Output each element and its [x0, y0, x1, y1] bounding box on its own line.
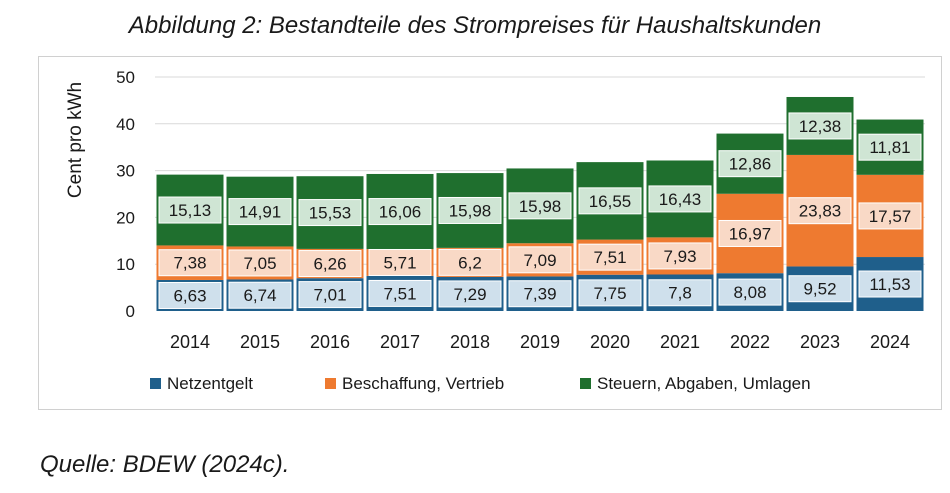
data-label-box [648, 185, 712, 213]
y-tick-label: 10 [116, 255, 135, 274]
data-label-box [508, 246, 572, 274]
y-tick-label: 0 [126, 302, 135, 321]
data-label: 12,38 [799, 117, 842, 136]
data-label-box [158, 281, 222, 309]
data-label: 16,97 [729, 224, 772, 243]
data-label-box [718, 219, 782, 247]
data-label-box [508, 280, 572, 308]
y-tick-label: 50 [116, 68, 135, 87]
data-label: 15,13 [169, 201, 212, 220]
data-label-box [228, 198, 292, 226]
data-label-box [858, 270, 922, 298]
data-label: 7,8 [668, 284, 692, 303]
data-label: 14,91 [239, 203, 282, 222]
x-tick-labels: 2014 2015 2016 2017 2018 2019 2020 2021 2022 2023… [170, 332, 910, 352]
y-tick-labels: 0 10 20 30 40 50 [116, 68, 135, 321]
data-label-box [578, 279, 642, 307]
data-labels: 6,63 7,38 15,13 6,74 7,05 14,91 7,01 6,26 15,53 7… [158, 112, 922, 309]
data-label: 6,63 [173, 286, 206, 305]
x-tick-label: 2017 [380, 332, 420, 352]
data-label: 15,53 [309, 204, 352, 223]
x-tick-label: 2020 [590, 332, 630, 352]
x-tick-label: 2019 [520, 332, 560, 352]
x-tick-label: 2023 [800, 332, 840, 352]
data-label-box [858, 133, 922, 161]
data-label-box [578, 243, 642, 271]
data-label-box [368, 198, 432, 226]
data-label: 7,01 [313, 286, 346, 305]
x-tick-label: 2015 [240, 332, 280, 352]
y-tick-label: 30 [116, 162, 135, 181]
data-label-box [158, 196, 222, 224]
x-tick-label: 2018 [450, 332, 490, 352]
legend-swatch [150, 378, 161, 389]
legend-label: Steuern, Abgaben, Umlagen [597, 374, 811, 393]
y-tick-label: 20 [116, 208, 135, 227]
data-label: 7,29 [453, 285, 486, 304]
data-label: 17,57 [869, 207, 912, 226]
data-label-box [508, 192, 572, 220]
x-tick-label: 2016 [310, 332, 350, 352]
data-label-box [788, 112, 852, 140]
data-label-box [718, 278, 782, 306]
data-label-box [438, 196, 502, 224]
data-label-box [298, 281, 362, 309]
x-tick-label: 2021 [660, 332, 700, 352]
legend-label: Netzentgelt [167, 374, 253, 393]
data-label: 6,74 [243, 286, 276, 305]
y-tick-label: 40 [116, 115, 135, 134]
data-label: 7,05 [243, 254, 276, 273]
data-label: 16,55 [589, 192, 632, 211]
legend: Netzentgelt Beschaffung, Vertrieb Steuern,… [150, 374, 811, 393]
data-label-box [438, 280, 502, 308]
x-tick-label: 2022 [730, 332, 770, 352]
data-label: 15,98 [449, 201, 492, 220]
data-label: 11,53 [869, 275, 910, 294]
data-label-box [298, 199, 362, 227]
data-label: 7,38 [173, 254, 206, 273]
data-label-box [718, 150, 782, 178]
data-label: 6,2 [458, 253, 482, 272]
data-label-box [578, 187, 642, 215]
legend-swatch [325, 378, 336, 389]
data-label: 15,98 [519, 197, 562, 216]
data-label: 16,06 [379, 203, 422, 222]
data-label: 7,93 [663, 247, 696, 266]
legend-swatch [580, 378, 591, 389]
data-label: 11,81 [869, 138, 910, 157]
x-tick-label: 2014 [170, 332, 210, 352]
chart-frame [38, 56, 942, 410]
y-axis-label: Cent pro kWh [65, 82, 86, 198]
data-label-box [858, 202, 922, 230]
data-label-box [228, 249, 292, 277]
legend-label: Beschaffung, Vertrieb [342, 374, 504, 393]
data-label: 12,86 [729, 155, 772, 174]
data-label: 23,83 [799, 202, 842, 221]
data-label-box [368, 279, 432, 307]
data-label-box [438, 248, 502, 276]
data-label: 7,51 [383, 284, 416, 303]
data-label-box [298, 250, 362, 278]
data-label-box [648, 279, 712, 307]
data-label-box [368, 248, 432, 276]
data-label: 9,52 [803, 280, 836, 299]
data-label-box [228, 281, 292, 309]
data-label: 6,26 [313, 255, 346, 274]
data-label-box [158, 249, 222, 277]
data-label-box [788, 197, 852, 225]
data-label: 7,09 [523, 251, 556, 270]
data-label: 7,75 [593, 284, 626, 303]
data-label-box [788, 275, 852, 303]
data-label: 5,71 [383, 253, 416, 272]
data-label: 7,51 [593, 248, 626, 267]
data-label-box [648, 242, 712, 270]
data-label: 8,08 [733, 283, 766, 302]
data-label: 16,43 [659, 190, 702, 209]
data-label: 7,39 [523, 285, 556, 304]
source-note: Quelle: BDEW (2024c). [40, 451, 290, 478]
x-tick-label: 2024 [870, 332, 910, 352]
chart-title: Abbildung 2: Bestandteile des Strompreis… [128, 12, 822, 39]
